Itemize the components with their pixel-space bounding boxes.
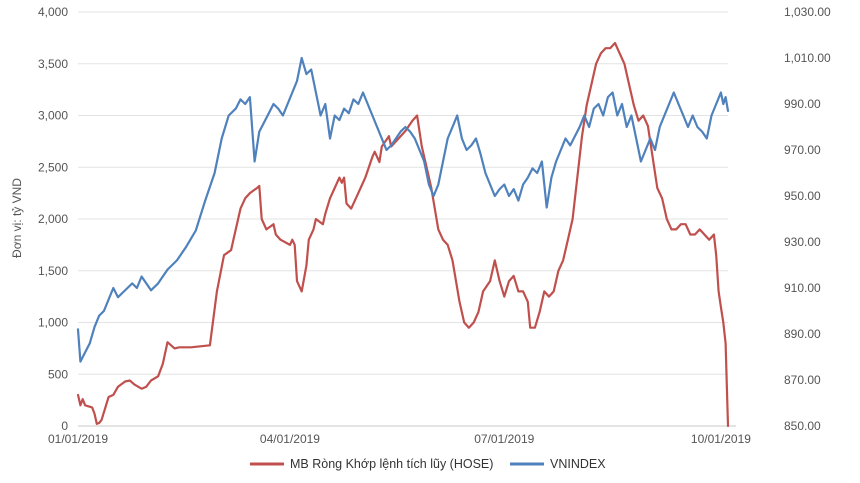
right-tick-label: 930.00 [784,235,821,249]
right-tick-label: 890.00 [784,327,821,341]
legend: MB Ròng Khớp lệnh tích lũy (HOSE) VNINDE… [250,457,606,471]
left-tick-label: 2,000 [38,212,68,226]
right-tick-label: 850.00 [784,419,821,433]
left-tick-label: 1,000 [38,316,68,330]
series-line-mb-rong [76,41,730,428]
legend-label-mb-rong: MB Ròng Khớp lệnh tích lũy (HOSE) [290,457,493,471]
left-tick-label: 3,000 [38,109,68,123]
left-tick-label: 3,500 [38,57,68,71]
legend-label-vnindex: VNINDEX [550,457,606,471]
x-tick-label: 07/01/2019 [474,432,534,446]
x-tick-label: 01/01/2019 [48,432,108,446]
x-tick-label: 04/01/2019 [260,432,320,446]
right-tick-label: 910.00 [784,281,821,295]
series-layer [76,41,730,428]
right-tick-label: 870.00 [784,373,821,387]
x-axis-ticks: 01/01/2019 04/01/2019 07/01/2019 10/01/2019 [48,432,751,446]
left-axis-ticks: 0 500 1,000 1,500 2,000 2,500 3,000 3,500 4,000 [38,5,68,433]
right-tick-label: 990.00 [784,97,821,111]
right-tick-label: 970.00 [784,143,821,157]
left-tick-label: 4,000 [38,5,68,19]
left-tick-label: 0 [61,419,68,433]
right-tick-label: 1,030.00 [784,5,831,19]
left-tick-label: 1,500 [38,264,68,278]
left-tick-label: 500 [48,367,68,381]
right-tick-label: 950.00 [784,189,821,203]
series-line-vnindex [76,56,730,363]
left-tick-label: 2,500 [38,160,68,174]
right-tick-label: 1,010.00 [784,51,831,65]
x-tick-label: 10/01/2019 [691,432,751,446]
right-axis-ticks: 850.00 870.00 890.00 910.00 930.00 950.00 970.… [784,5,831,433]
gridlines [78,11,728,375]
y-axis-label: Đơn vị: tỷ VND [10,178,24,258]
